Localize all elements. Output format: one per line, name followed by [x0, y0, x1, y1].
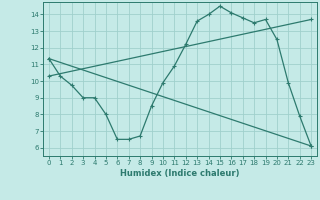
X-axis label: Humidex (Indice chaleur): Humidex (Indice chaleur): [120, 169, 240, 178]
